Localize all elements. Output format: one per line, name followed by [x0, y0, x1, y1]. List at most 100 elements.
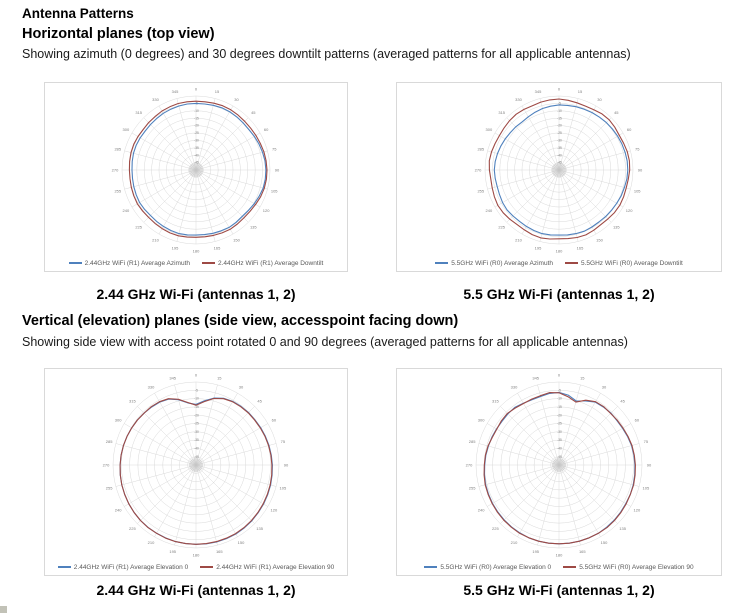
svg-text:30: 30 — [597, 97, 602, 102]
svg-text:240: 240 — [486, 208, 493, 213]
svg-text:75: 75 — [635, 146, 640, 151]
legend-line-swatch — [563, 566, 577, 568]
svg-text:-15: -15 — [557, 405, 562, 409]
svg-text:120: 120 — [263, 208, 270, 213]
chart-legend-2g-horizontal: 2.44GHz WiFi (R1) Average Azimuth 2.44GHz… — [45, 257, 347, 269]
svg-text:345: 345 — [172, 89, 179, 94]
svg-text:255: 255 — [106, 486, 113, 491]
svg-text:225: 225 — [498, 225, 505, 230]
svg-text:15: 15 — [215, 89, 220, 94]
chart-box-5g-horizontal: 0 15 30 45 60 75 90 105 120 135 150 165 180 195 210 225… — [396, 82, 722, 272]
svg-text:30: 30 — [234, 97, 239, 102]
svg-text:345: 345 — [169, 375, 176, 380]
polar-plot-5g-horizontal: 0 15 30 45 60 75 90 105 120 135 150 165 180 195 210 225… — [397, 85, 721, 255]
svg-text:45: 45 — [257, 399, 262, 404]
chart-caption-2g-horizontal: 2.44 GHz Wi-Fi (antennas 1, 2) — [96, 286, 296, 302]
legend-line-swatch — [202, 262, 215, 264]
svg-text:0: 0 — [558, 372, 561, 377]
svg-text:-15: -15 — [557, 116, 562, 120]
section-description-vertical: Showing side view with access point rota… — [22, 335, 628, 349]
svg-text:-5: -5 — [195, 388, 198, 392]
svg-text:300: 300 — [478, 417, 485, 422]
chart-legend-2g-elevation: 2.44GHz WiFi (R1) Average Elevation 0 2.4… — [45, 561, 347, 573]
svg-text:75: 75 — [281, 439, 286, 444]
chart-box-2g-elevation: 0 15 30 45 60 75 90 105 120 135 150 165 180 195 210 225… — [44, 368, 348, 576]
chart-box-2g-horizontal: 0 15 30 45 60 75 90 105 120 135 150 165 180 195 210 225… — [44, 82, 348, 272]
svg-text:60: 60 — [264, 127, 269, 132]
svg-text:195: 195 — [169, 549, 176, 554]
svg-text:345: 345 — [532, 375, 539, 380]
svg-text:-10: -10 — [557, 397, 562, 401]
svg-text:135: 135 — [256, 526, 263, 531]
svg-text:165: 165 — [214, 246, 221, 251]
svg-text:-5: -5 — [558, 388, 561, 392]
svg-text:330: 330 — [515, 97, 522, 102]
svg-text:-20: -20 — [194, 413, 199, 417]
svg-text:0: 0 — [195, 372, 198, 377]
svg-text:150: 150 — [601, 540, 608, 545]
svg-text:-25: -25 — [194, 131, 199, 135]
legend-item: 5.5GHz WiFi (R0) Average Azimuth — [435, 260, 553, 267]
svg-text:270: 270 — [103, 462, 110, 467]
section-description-horizontal: Showing azimuth (0 degrees) and 30 degre… — [22, 47, 631, 61]
legend-label: 2.44GHz WiFi (R1) Average Elevation 0 — [73, 563, 189, 571]
svg-text:270: 270 — [475, 167, 482, 172]
svg-text:45: 45 — [251, 110, 256, 115]
svg-text:120: 120 — [634, 507, 641, 512]
svg-text:-45: -45 — [557, 455, 562, 459]
svg-text:285: 285 — [477, 146, 484, 151]
page-corner-artifact — [0, 606, 7, 613]
svg-text:90: 90 — [638, 167, 643, 172]
svg-text:225: 225 — [492, 526, 499, 531]
polar-chart-svg: 0 15 30 45 60 75 90 105 120 135 150 165 180 195 210 225… — [466, 372, 652, 557]
svg-text:-35: -35 — [194, 146, 199, 150]
svg-text:225: 225 — [129, 526, 136, 531]
svg-text:45: 45 — [620, 399, 625, 404]
svg-text:315: 315 — [135, 110, 142, 115]
polar-chart-svg: 0 15 30 45 60 75 90 105 120 135 150 165 180 195 210 225… — [103, 372, 289, 557]
svg-text:345: 345 — [535, 89, 542, 94]
svg-text:150: 150 — [233, 237, 240, 242]
svg-text:60: 60 — [627, 127, 632, 132]
svg-text:-15: -15 — [194, 405, 199, 409]
svg-text:165: 165 — [577, 246, 584, 251]
polar-plot-2g-elevation: 0 15 30 45 60 75 90 105 120 135 150 165 180 195 210 225… — [45, 371, 347, 559]
svg-text:240: 240 — [115, 507, 122, 512]
svg-text:210: 210 — [148, 540, 155, 545]
chart-legend-5g-elevation: 5.5GHz WiFi (R0) Average Elevation 0 5.5G… — [397, 561, 721, 573]
section-heading-vertical-planes: Vertical (elevation) planes (side view, … — [22, 313, 459, 329]
legend-label: 5.5GHz WiFi (R0) Average Elevation 90 — [579, 563, 694, 571]
svg-text:-15: -15 — [194, 116, 199, 120]
svg-text:210: 210 — [515, 237, 522, 242]
legend-line-swatch — [565, 262, 578, 264]
svg-text:-35: -35 — [557, 146, 562, 150]
svg-text:315: 315 — [129, 399, 136, 404]
svg-text:315: 315 — [492, 399, 499, 404]
svg-text:90: 90 — [647, 462, 652, 467]
svg-text:180: 180 — [193, 248, 200, 253]
svg-text:195: 195 — [535, 246, 542, 251]
svg-text:255: 255 — [477, 188, 484, 193]
legend-label: 5.5GHz WiFi (R0) Average Elevation 0 — [440, 563, 552, 571]
svg-text:-10: -10 — [194, 109, 199, 113]
chart-caption-5g-elevation: 5.5 GHz Wi-Fi (antennas 1, 2) — [463, 582, 655, 598]
svg-text:-30: -30 — [194, 430, 199, 434]
svg-text:255: 255 — [114, 188, 121, 193]
svg-text:240: 240 — [123, 208, 130, 213]
svg-text:165: 165 — [216, 549, 223, 554]
svg-text:15: 15 — [578, 89, 583, 94]
svg-text:315: 315 — [498, 110, 505, 115]
svg-text:-20: -20 — [557, 124, 562, 128]
svg-text:300: 300 — [115, 417, 122, 422]
svg-text:-40: -40 — [194, 447, 199, 451]
svg-text:-25: -25 — [557, 131, 562, 135]
legend-item: 5.5GHz WiFi (R0) Average Downtilt — [565, 260, 683, 267]
svg-text:-40: -40 — [194, 153, 199, 157]
svg-text:240: 240 — [478, 507, 485, 512]
legend-item: 2.44GHz WiFi (R1) Average Elevation 90 — [200, 564, 334, 571]
svg-text:-45: -45 — [557, 161, 562, 165]
svg-text:180: 180 — [556, 552, 563, 557]
svg-text:75: 75 — [644, 439, 649, 444]
svg-text:135: 135 — [619, 526, 626, 531]
svg-text:-35: -35 — [194, 438, 199, 442]
